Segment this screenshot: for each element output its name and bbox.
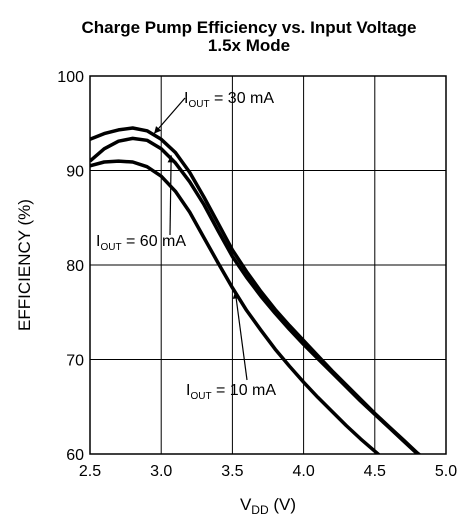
annotation-main: I [96, 233, 100, 250]
series-lines [90, 126, 422, 454]
x-tick-label: 5.0 [435, 463, 457, 480]
x-tick-label: 3.5 [221, 463, 243, 480]
annotation-arrowhead [167, 155, 175, 163]
y-tick-label: 80 [66, 258, 84, 275]
annotation-2: IOUT = 10 mA [186, 291, 276, 402]
tick-labels: 2.5 3.0 3.5 4.0 4.5 5.0 60 70 80 90 100 [57, 69, 457, 480]
annotation-leader [169, 155, 172, 236]
x-tick-label: 4.0 [292, 463, 314, 480]
x-axis-title-main: V [240, 495, 252, 514]
annotation-1: IOUT = 60 mA [96, 155, 186, 253]
annotation-leader [234, 291, 248, 381]
annotation-sub: OUT [188, 99, 209, 110]
x-tick-label: 3.0 [150, 463, 172, 480]
x-tick-label: 4.5 [364, 463, 386, 480]
annotation-label: IOUT = 60 mA [96, 233, 186, 253]
annotation-arrowhead [154, 126, 162, 134]
x-tick-label: 2.5 [79, 463, 101, 480]
y-axis-title: EFFICIENCY (%) [15, 199, 34, 331]
y-tick-label: 70 [66, 353, 84, 370]
annotation-label: IOUT = 30 mA [184, 90, 274, 110]
chart-subtitle: 1.5x Mode [208, 36, 290, 55]
annotation-0: IOUT = 30 mA [153, 90, 274, 135]
x-axis-title: VDD (V) [240, 495, 296, 517]
chart-title: Charge Pump Efficiency vs. Input Voltage [81, 18, 416, 37]
annotation-label: IOUT = 10 mA [186, 382, 276, 402]
y-tick-label: 60 [66, 447, 84, 464]
annotation-sub: OUT [190, 391, 211, 402]
annotation-rest: = 10 mA [212, 382, 277, 399]
series-line-2 [90, 159, 381, 454]
y-tick-label: 90 [66, 164, 84, 181]
annotation-main: I [184, 90, 188, 107]
x-axis-title-unit: (V) [269, 495, 296, 514]
annotation-rest: = 60 mA [122, 233, 187, 250]
annotation-arrowhead [232, 291, 240, 299]
annotation-main: I [186, 382, 190, 399]
y-tick-label: 100 [57, 69, 84, 86]
annotation-sub: OUT [100, 242, 121, 253]
annotation-rest: = 30 mA [210, 90, 275, 107]
x-axis-title-sub: DD [251, 503, 269, 517]
grid-lines [90, 76, 446, 454]
series-line-1 [90, 136, 421, 454]
plot-frame [89, 75, 447, 455]
annotation-leader [153, 97, 186, 135]
